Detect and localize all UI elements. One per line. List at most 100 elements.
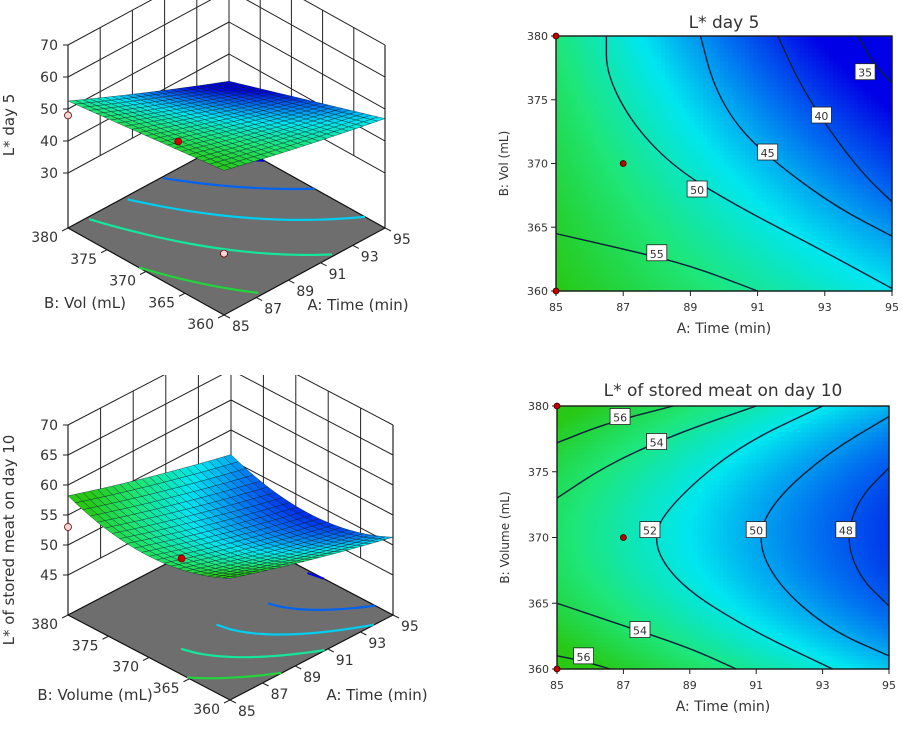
heatmap-cell xyxy=(803,189,809,194)
heatmap-cell xyxy=(740,138,746,143)
heatmap-cell xyxy=(627,82,633,88)
heatmap-cell xyxy=(812,180,817,186)
heatmap-cell xyxy=(627,65,633,71)
heatmap-cell xyxy=(761,74,767,80)
heatmap-cell xyxy=(598,274,603,279)
heatmap-cell xyxy=(812,95,817,101)
heatmap-cell xyxy=(644,231,649,237)
heatmap-cell xyxy=(841,48,847,54)
heatmap-cell xyxy=(661,193,666,199)
heatmap-cell xyxy=(824,125,830,131)
heatmap-cell xyxy=(602,57,607,63)
heatmap-cell xyxy=(644,167,649,173)
heatmap-cell xyxy=(627,99,633,105)
heatmap-cell xyxy=(833,108,838,114)
heatmap-cell xyxy=(837,214,843,220)
heatmap-cell xyxy=(749,176,754,182)
heatmap-cell xyxy=(757,231,763,237)
heatmap-cell xyxy=(778,231,784,237)
heatmap-cell xyxy=(833,163,838,169)
heatmap-cell xyxy=(623,244,628,250)
heatmap-cell xyxy=(824,65,830,71)
heatmap-cell xyxy=(703,129,708,135)
heatmap-cell xyxy=(572,286,578,292)
heatmap-cell xyxy=(845,74,851,80)
heatmap-cell xyxy=(816,235,822,241)
heatmap-cell xyxy=(795,65,801,71)
heatmap-cell xyxy=(711,240,717,245)
heatmap-cell xyxy=(644,227,649,233)
heatmap-cell xyxy=(745,82,750,88)
heatmap-cell xyxy=(598,163,603,169)
heatmap-cell xyxy=(598,184,603,190)
heatmap-cell xyxy=(652,74,658,80)
heatmap-cell xyxy=(850,104,855,109)
heatmap-cell xyxy=(858,155,864,160)
heatmap-cell xyxy=(791,82,796,88)
heatmap-cell xyxy=(833,133,838,139)
heatmap-cell xyxy=(648,184,654,190)
heatmap-cell xyxy=(610,155,616,160)
heatmap-cell xyxy=(682,265,687,271)
heatmap-cell xyxy=(669,146,675,152)
heatmap-cell xyxy=(581,129,586,135)
heatmap-cell xyxy=(673,240,679,245)
heatmap-cell xyxy=(627,197,633,203)
heatmap-cell xyxy=(602,257,607,262)
heatmap-cell xyxy=(623,95,628,101)
heatmap-cell xyxy=(732,269,738,275)
heatmap-cell xyxy=(782,150,788,156)
heatmap-cell xyxy=(829,214,834,220)
heatmap-cell xyxy=(560,57,565,63)
heatmap-cell xyxy=(795,104,801,109)
heatmap-cell xyxy=(589,150,595,156)
heatmap-cell xyxy=(833,240,838,245)
heatmap-cell xyxy=(707,121,712,126)
heatmap-cell xyxy=(593,282,599,288)
heatmap-cell xyxy=(803,235,809,241)
heatmap-cell xyxy=(787,70,792,75)
heatmap-cell xyxy=(833,252,838,258)
heatmap-cell xyxy=(661,61,666,67)
heatmap-cell xyxy=(694,210,700,216)
heatmap-cell xyxy=(795,138,801,143)
heatmap-cell xyxy=(614,201,620,207)
heatmap-cell xyxy=(619,146,624,152)
heatmap-cell xyxy=(652,218,658,224)
heatmap-cell xyxy=(585,82,591,88)
heatmap-cell xyxy=(619,116,624,122)
heatmap-cell xyxy=(610,218,616,224)
heatmap-cell xyxy=(824,48,830,54)
heatmap-cell xyxy=(854,265,859,271)
heatmap-cell xyxy=(656,180,662,186)
heatmap-cell xyxy=(753,133,759,139)
heatmap-cell xyxy=(753,240,759,245)
heatmap-cell xyxy=(619,197,624,203)
heatmap-cell xyxy=(694,129,700,135)
heatmap-cell xyxy=(824,227,830,233)
heatmap-cell xyxy=(677,129,683,135)
heatmap-cell xyxy=(808,172,813,177)
heatmap-cell xyxy=(854,116,859,122)
heatmap-cell xyxy=(589,146,595,152)
heatmap-cell xyxy=(585,78,591,84)
heatmap-cell xyxy=(682,112,687,118)
heatmap-cell xyxy=(715,235,721,241)
heatmap-cell xyxy=(803,244,809,250)
heatmap-cell xyxy=(690,155,696,160)
heatmap-cell xyxy=(656,227,662,233)
heatmap-cell xyxy=(782,44,788,50)
heatmap-cell xyxy=(774,231,780,237)
heatmap-cell xyxy=(627,282,633,288)
heatmap-cell xyxy=(631,36,637,41)
heatmap-cell xyxy=(635,150,641,156)
heatmap-cell xyxy=(816,265,822,271)
heatmap-cell xyxy=(745,40,750,46)
heatmap-cell xyxy=(677,65,683,71)
heatmap-cell xyxy=(598,142,603,148)
heatmap-cell xyxy=(791,57,796,63)
heatmap-cell xyxy=(862,180,868,186)
heatmap-cell xyxy=(745,53,750,58)
heatmap-cell xyxy=(686,197,691,203)
heatmap-cell xyxy=(787,121,792,126)
